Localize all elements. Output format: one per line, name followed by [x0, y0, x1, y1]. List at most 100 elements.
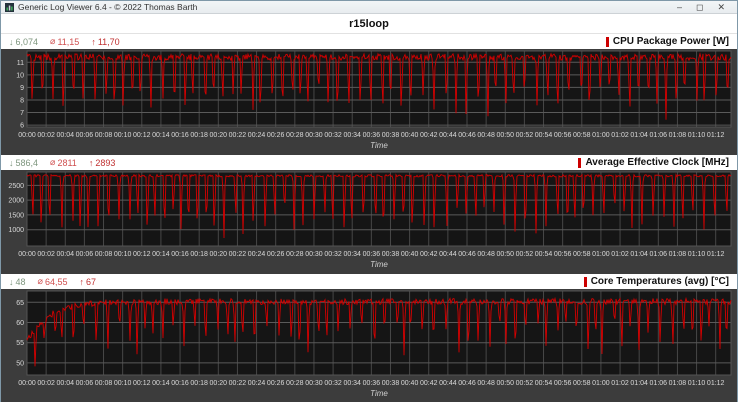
stat-min: ↓ 6,074 [9, 36, 39, 47]
svg-text:50: 50 [16, 360, 24, 367]
app-icon [5, 2, 14, 12]
svg-text:00:22: 00:22 [229, 132, 247, 139]
svg-text:6: 6 [20, 123, 24, 130]
diameter-icon: ⌀ [37, 276, 43, 286]
stat-max: ↑ 67 [79, 276, 96, 287]
svg-text:01:12: 01:12 [707, 251, 725, 258]
svg-text:10: 10 [16, 72, 24, 79]
run-title-bar: r15loop [1, 14, 737, 34]
stat-min: ↓ 48 [9, 276, 26, 287]
maximize-button[interactable]: ◻ [695, 2, 704, 12]
series-color-bar [578, 157, 582, 168]
stats-group: ↓ 6,074 ⌀ 11,15 ↑ 11,70 [9, 36, 120, 47]
svg-text:00:24: 00:24 [248, 132, 266, 139]
svg-text:00:54: 00:54 [535, 132, 553, 139]
svg-text:01:00: 01:00 [592, 132, 610, 139]
svg-text:00:06: 00:06 [76, 380, 94, 387]
svg-text:00:36: 00:36 [363, 251, 381, 258]
svg-text:00:38: 00:38 [382, 251, 400, 258]
svg-text:00:54: 00:54 [535, 251, 553, 258]
svg-text:00:32: 00:32 [324, 132, 342, 139]
svg-text:00:12: 00:12 [133, 132, 151, 139]
svg-text:01:02: 01:02 [611, 251, 629, 258]
diameter-icon: ⌀ [50, 157, 56, 167]
svg-text:00:44: 00:44 [439, 251, 457, 258]
svg-text:00:38: 00:38 [382, 380, 400, 387]
close-button[interactable]: ✕ [717, 2, 725, 12]
svg-text:01:02: 01:02 [611, 132, 629, 139]
titlebar: Generic Log Viewer 6.4 - © 2022 Thomas B… [1, 1, 737, 14]
svg-text:00:50: 00:50 [496, 380, 514, 387]
arrow-down-icon: ↓ [9, 276, 14, 287]
svg-text:00:00: 00:00 [18, 380, 36, 387]
svg-text:01:06: 01:06 [650, 380, 668, 387]
svg-text:00:10: 00:10 [114, 380, 132, 387]
svg-text:00:54: 00:54 [535, 380, 553, 387]
svg-text:00:12: 00:12 [133, 380, 151, 387]
svg-text:00:30: 00:30 [305, 132, 323, 139]
svg-text:Time: Time [370, 260, 388, 269]
stats-row: ↓ 586,4 ⌀ 2811 ↑ 2893 Average Effective … [1, 155, 737, 170]
svg-text:00:18: 00:18 [190, 132, 208, 139]
svg-text:00:52: 00:52 [516, 132, 534, 139]
cpu-package-power-chart[interactable]: 00:00 00:02 00:04 00:06 00:08 00:10 00:12 00:14… [1, 49, 737, 155]
svg-text:8: 8 [20, 97, 24, 104]
svg-text:01:02: 01:02 [611, 380, 629, 387]
svg-text:01:04: 01:04 [630, 251, 648, 258]
average-effective-clock-chart[interactable]: 00:00 00:02 00:04 00:06 00:08 00:10 00:12 00:14… [1, 170, 737, 274]
svg-text:00:50: 00:50 [496, 132, 514, 139]
svg-text:00:00: 00:00 [18, 132, 36, 139]
svg-text:00:06: 00:06 [76, 251, 94, 258]
svg-text:00:40: 00:40 [401, 380, 419, 387]
svg-text:00:48: 00:48 [477, 251, 495, 258]
svg-text:00:22: 00:22 [229, 251, 247, 258]
svg-text:00:26: 00:26 [267, 380, 285, 387]
svg-text:00:28: 00:28 [286, 251, 304, 258]
series-legend: CPU Package Power [W] [605, 36, 729, 47]
stat-avg: ⌀ 64,55 [37, 276, 68, 287]
svg-text:00:20: 00:20 [210, 380, 228, 387]
svg-text:55: 55 [16, 340, 24, 347]
svg-text:00:40: 00:40 [401, 251, 419, 258]
svg-text:00:44: 00:44 [439, 380, 457, 387]
run-title: r15loop [349, 17, 389, 30]
series-color-bar [583, 276, 587, 287]
svg-text:00:26: 00:26 [267, 251, 285, 258]
svg-text:00:22: 00:22 [229, 380, 247, 387]
panel-cpu-package-power: ↓ 6,074 ⌀ 11,15 ↑ 11,70 CPU Package Powe… [1, 34, 737, 155]
svg-text:00:02: 00:02 [37, 380, 55, 387]
svg-text:9: 9 [20, 85, 24, 92]
svg-text:00:10: 00:10 [114, 132, 132, 139]
svg-text:01:12: 01:12 [707, 380, 725, 387]
svg-text:00:00: 00:00 [18, 251, 36, 258]
series-legend: Average Effective Clock [MHz] [578, 157, 729, 168]
svg-text:00:36: 00:36 [363, 132, 381, 139]
svg-text:00:58: 00:58 [573, 132, 591, 139]
core-temperatures-chart[interactable]: 00:00 00:02 00:04 00:06 00:08 00:10 00:12 00:14… [1, 289, 737, 402]
minimize-button[interactable]: – [676, 2, 682, 12]
svg-text:1000: 1000 [8, 227, 24, 234]
series-label: CPU Package Power [W] [612, 36, 729, 47]
svg-text:00:06: 00:06 [76, 132, 94, 139]
svg-text:00:08: 00:08 [95, 380, 113, 387]
stats-row: ↓ 48 ⌀ 64,55 ↑ 67 Core Temperatures (avg… [1, 274, 737, 289]
svg-text:00:28: 00:28 [286, 380, 304, 387]
svg-text:00:04: 00:04 [56, 380, 74, 387]
series-label: Average Effective Clock [MHz] [585, 157, 729, 168]
svg-text:00:36: 00:36 [363, 380, 381, 387]
svg-text:11: 11 [17, 60, 24, 67]
svg-text:00:14: 00:14 [152, 251, 170, 258]
svg-text:00:32: 00:32 [324, 251, 342, 258]
svg-text:01:10: 01:10 [688, 132, 706, 139]
svg-text:00:46: 00:46 [458, 132, 476, 139]
svg-text:00:08: 00:08 [95, 251, 113, 258]
svg-text:00:34: 00:34 [343, 132, 361, 139]
svg-text:00:52: 00:52 [516, 251, 534, 258]
series-legend: Core Temperatures (avg) [°C] [583, 276, 729, 287]
svg-text:00:04: 00:04 [56, 132, 74, 139]
stats-group: ↓ 48 ⌀ 64,55 ↑ 67 [9, 276, 96, 287]
stats-group: ↓ 586,4 ⌀ 2811 ↑ 2893 [9, 157, 115, 168]
svg-text:00:28: 00:28 [286, 132, 304, 139]
stat-min: ↓ 586,4 [9, 157, 39, 168]
svg-text:1500: 1500 [8, 212, 24, 219]
